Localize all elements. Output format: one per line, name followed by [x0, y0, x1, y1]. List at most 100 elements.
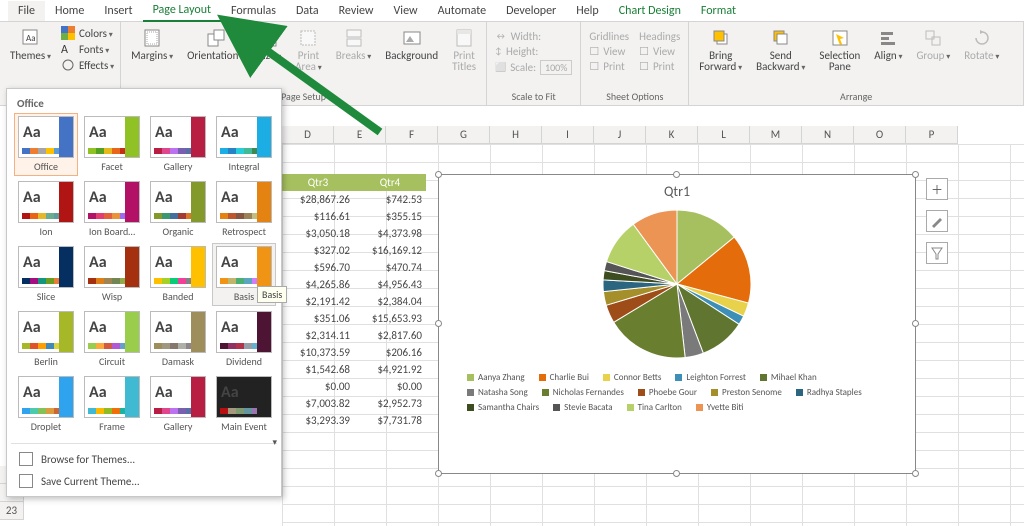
scale-scale[interactable]: ⬜Scale:100% — [495, 60, 572, 75]
theme-ion[interactable]: Ion — [15, 179, 77, 240]
headings-print[interactable]: ☐Print — [639, 60, 680, 73]
gridlines-print[interactable]: ☐Print — [589, 60, 629, 73]
legend-item[interactable]: Nicholas Fernandes — [542, 387, 624, 398]
legend-item[interactable]: Connor Betts — [603, 372, 661, 383]
column-header[interactable]: M — [750, 126, 802, 144]
breaks-button[interactable]: Breaks — [332, 26, 375, 65]
resize-handle[interactable] — [912, 320, 919, 327]
rotate-button[interactable]: Rotate — [960, 26, 1003, 65]
browse-themes[interactable]: Browse for Themes... — [11, 448, 277, 470]
row-header[interactable]: 23 — [0, 502, 24, 520]
gridlines-view[interactable]: ☐View — [589, 45, 629, 58]
legend-item[interactable]: Phoebe Gour — [638, 387, 697, 398]
background-button[interactable]: Background — [381, 26, 442, 63]
theme-berlin[interactable]: Berlin — [15, 309, 77, 370]
headings-view[interactable]: ☐View — [639, 45, 680, 58]
resize-handle[interactable] — [435, 171, 442, 178]
tab-help[interactable]: Help — [566, 1, 609, 21]
resize-handle[interactable] — [673, 171, 680, 178]
colors-button[interactable]: Colors — [61, 26, 114, 40]
chart-elements-button[interactable]: ＋ — [926, 178, 948, 200]
resize-handle[interactable] — [435, 470, 442, 477]
theme-banded[interactable]: Banded — [147, 244, 209, 305]
legend-item[interactable]: Radhya Staples — [796, 387, 862, 398]
margins-button[interactable]: Margins — [127, 26, 177, 65]
theme-slice[interactable]: Slice — [15, 244, 77, 305]
tab-data[interactable]: Data — [286, 1, 329, 21]
scale-width[interactable]: ↔Width: — [495, 30, 572, 43]
theme-gallery[interactable]: Gallery — [147, 114, 209, 175]
theme-frame[interactable]: Frame — [81, 374, 143, 435]
theme-basis[interactable]: BasisBasis — [213, 244, 275, 305]
theme-integral[interactable]: Integral — [213, 114, 275, 175]
column-header[interactable]: D — [282, 126, 334, 144]
tab-automate[interactable]: Automate — [428, 1, 497, 21]
print-area-button[interactable]: Print Area — [291, 26, 326, 76]
scroll-down-icon[interactable]: ▾ — [272, 437, 277, 448]
tab-formulas[interactable]: Formulas — [221, 1, 286, 21]
tab-insert[interactable]: Insert — [94, 1, 142, 21]
group-button[interactable]: Group — [912, 26, 954, 65]
orientation-button[interactable]: Orientation — [183, 26, 248, 65]
chart-styles-button[interactable] — [926, 210, 948, 232]
chart-title[interactable]: Qtr1 — [439, 175, 915, 204]
fonts-button[interactable]: AFonts — [61, 42, 114, 56]
theme-retrospect[interactable]: Retrospect — [213, 179, 275, 240]
theme-damask[interactable]: Damask — [147, 309, 209, 370]
theme-droplet[interactable]: Droplet — [15, 374, 77, 435]
resize-handle[interactable] — [435, 320, 442, 327]
tab-view[interactable]: View — [384, 1, 428, 21]
column-header[interactable]: N — [802, 126, 854, 144]
save-theme[interactable]: Save Current Theme... — [11, 470, 277, 492]
column-header[interactable]: O — [854, 126, 906, 144]
send-backward-button[interactable]: Send Backward — [752, 26, 809, 76]
resize-handle[interactable] — [673, 470, 680, 477]
theme-wisp[interactable]: Wisp — [81, 244, 143, 305]
column-header[interactable]: E — [334, 126, 386, 144]
legend-item[interactable]: Natasha Song — [467, 387, 528, 398]
resize-handle[interactable] — [912, 171, 919, 178]
legend-item[interactable]: Charlie Bui — [539, 372, 589, 383]
selection-pane-button[interactable]: Selection Pane — [815, 26, 864, 74]
theme-ion-board-[interactable]: Ion Board… — [81, 179, 143, 240]
column-header[interactable]: F — [386, 126, 438, 144]
legend-item[interactable]: Tina Carlton — [627, 402, 682, 413]
tab-review[interactable]: Review — [329, 1, 384, 21]
column-header[interactable]: K — [646, 126, 698, 144]
column-header[interactable]: H — [490, 126, 542, 144]
column-header[interactable]: L — [698, 126, 750, 144]
tab-page-layout[interactable]: Page Layout — [143, 0, 221, 22]
legend-item[interactable]: Leighton Forrest — [675, 372, 745, 383]
theme-gallery[interactable]: Gallery — [147, 374, 209, 435]
scale-height[interactable]: ↕Height: — [495, 45, 572, 58]
theme-dividend[interactable]: Dividend — [213, 309, 275, 370]
pie-chart[interactable]: Qtr1 Aanya Zhang Charlie Bui Connor Betts L… — [438, 174, 916, 474]
tab-developer[interactable]: Developer — [496, 1, 566, 21]
legend-item[interactable]: Samantha Chairs — [467, 402, 539, 413]
column-header[interactable]: P — [906, 126, 958, 144]
column-header[interactable]: J — [594, 126, 646, 144]
theme-office[interactable]: Office — [15, 114, 77, 175]
column-header[interactable]: I — [542, 126, 594, 144]
column-header[interactable]: G — [438, 126, 490, 144]
theme-organic[interactable]: Organic — [147, 179, 209, 240]
size-button[interactable]: Size — [254, 26, 285, 65]
tab-chart-design[interactable]: Chart Design — [609, 1, 691, 21]
theme-facet[interactable]: Facet — [81, 114, 143, 175]
print-titles-button[interactable]: Print Titles — [448, 26, 480, 74]
legend-item[interactable]: Preston Senome — [711, 387, 782, 398]
legend-item[interactable]: Yvette Biti — [696, 402, 744, 413]
legend-item[interactable]: Mihael Khan — [760, 372, 817, 383]
worksheet[interactable]: DEFGHIJKLMNOP Qtr3Qtr4 $28,867.26$742.53… — [282, 126, 1024, 526]
legend-item[interactable]: Aanya Zhang — [467, 372, 525, 383]
tab-home[interactable]: Home — [45, 1, 94, 21]
tab-format[interactable]: Format — [691, 1, 746, 21]
themes-button[interactable]: Aa Themes — [6, 26, 55, 65]
resize-handle[interactable] — [912, 470, 919, 477]
legend-item[interactable]: Stevie Bacata — [553, 402, 613, 413]
align-button[interactable]: Align — [870, 26, 906, 65]
tab-file[interactable]: File — [8, 1, 45, 21]
chart-filters-button[interactable] — [926, 242, 948, 264]
theme-circuit[interactable]: Circuit — [81, 309, 143, 370]
bring-forward-button[interactable]: Bring Forward — [695, 26, 746, 76]
